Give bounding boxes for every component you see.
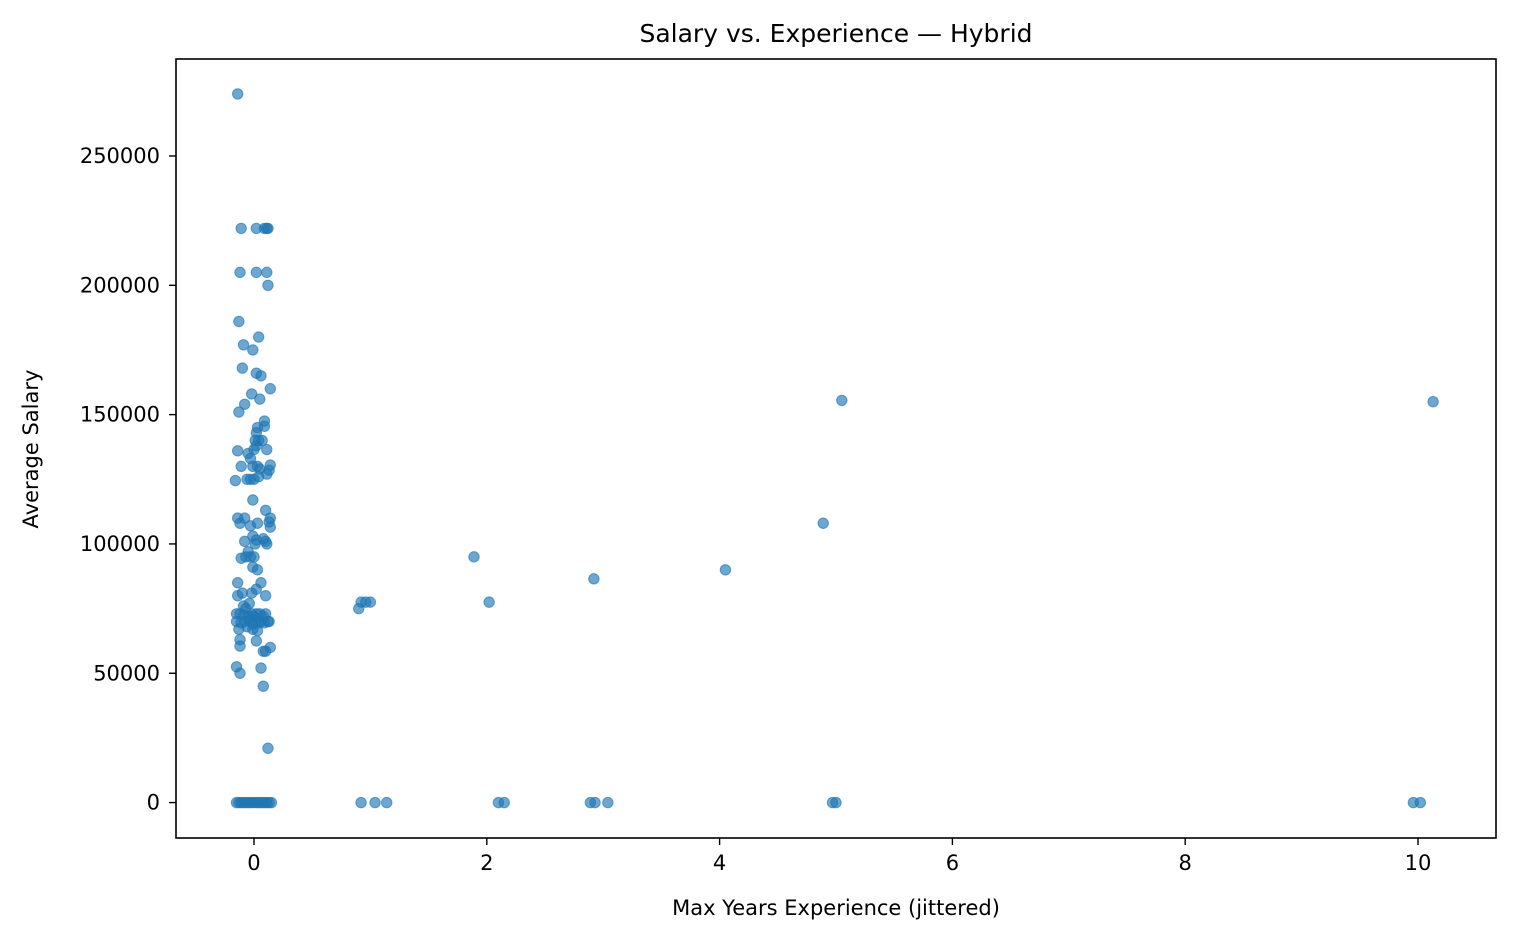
data-point-111 [259, 645, 272, 657]
data-point-138 [369, 796, 381, 809]
data-point-13 [247, 344, 259, 356]
data-point-52 [234, 517, 246, 529]
y-tick-label: 50000 [93, 661, 160, 685]
data-point-139 [380, 796, 393, 809]
data-point-77 [259, 589, 272, 602]
plot-area-frame [175, 58, 1497, 839]
data-point-153 [1427, 395, 1439, 408]
data-point-54 [251, 517, 264, 529]
data-point-47 [247, 494, 259, 506]
y-tick-label: 150000 [80, 403, 160, 427]
data-point-136 [364, 596, 377, 608]
data-point-17 [264, 383, 276, 395]
data-point-6 [234, 266, 246, 279]
y-tick-label: 200000 [80, 273, 160, 297]
data-point-105 [251, 624, 264, 637]
data-point-115 [257, 680, 269, 692]
chart-title: Salary vs. Experience — Hybrid [639, 19, 1032, 48]
data-points [229, 88, 1439, 809]
data-point-70 [251, 564, 264, 576]
y-axis-label: Average Salary [19, 370, 43, 529]
data-point-148 [719, 564, 732, 576]
data-point-68 [242, 545, 254, 558]
data-point-56 [264, 521, 276, 533]
data-point-20 [238, 398, 251, 410]
x-axis-label: Max Years Experience (jittered) [672, 896, 1000, 920]
data-point-143 [498, 796, 510, 809]
data-point-152 [830, 796, 842, 809]
data-point-76 [231, 589, 244, 602]
x-axis-ticks: 0 2 4 6 8 10 [247, 838, 1431, 875]
data-point-114 [234, 667, 246, 679]
data-point-140 [468, 551, 480, 563]
data-point-60 [238, 535, 251, 548]
data-point-18 [245, 388, 258, 400]
data-point-150 [836, 394, 848, 407]
y-axis-ticks: 0 50000 100000 150000 200000 250000 [80, 144, 176, 815]
data-point-10 [233, 315, 245, 328]
data-point-46 [229, 474, 242, 487]
data-point-141 [483, 596, 495, 608]
data-point-132 [265, 796, 278, 809]
data-point-144 [588, 573, 600, 585]
data-point-19 [254, 393, 266, 405]
data-point-63 [261, 538, 273, 550]
data-point-107 [250, 635, 263, 647]
data-point-5 [262, 222, 274, 235]
data-point-9 [262, 279, 274, 291]
data-point-113 [255, 662, 267, 674]
data-point-137 [355, 796, 367, 809]
data-point-11 [252, 331, 265, 343]
data-point-31 [261, 443, 273, 456]
data-point-101 [263, 615, 275, 628]
data-point-155 [1414, 796, 1427, 809]
data-point-72 [231, 577, 244, 589]
data-point-8 [261, 266, 273, 279]
data-point-35 [235, 460, 247, 473]
y-tick-label: 100000 [80, 532, 160, 556]
y-tick-label: 0 [147, 791, 160, 815]
data-point-7 [250, 266, 263, 279]
y-tick-label: 250000 [80, 144, 160, 168]
data-point-45 [252, 470, 265, 483]
x-tick-label: 10 [1405, 851, 1432, 875]
x-tick-label: 4 [713, 851, 726, 875]
data-point-146 [589, 796, 601, 809]
data-point-147 [602, 796, 614, 809]
data-point-0 [231, 88, 244, 100]
data-point-108 [234, 640, 246, 652]
x-tick-label: 6 [946, 851, 959, 875]
data-point-32 [231, 445, 244, 457]
data-point-12 [237, 339, 250, 351]
x-tick-label: 8 [1179, 851, 1192, 875]
data-point-1 [235, 222, 247, 235]
x-tick-label: 2 [480, 851, 493, 875]
data-point-61 [249, 538, 261, 550]
data-point-14 [236, 362, 249, 374]
data-point-116 [262, 742, 274, 754]
data-point-21 [233, 406, 245, 418]
data-point-16 [255, 370, 267, 382]
x-tick-label: 0 [247, 851, 260, 875]
data-point-149 [817, 517, 829, 529]
